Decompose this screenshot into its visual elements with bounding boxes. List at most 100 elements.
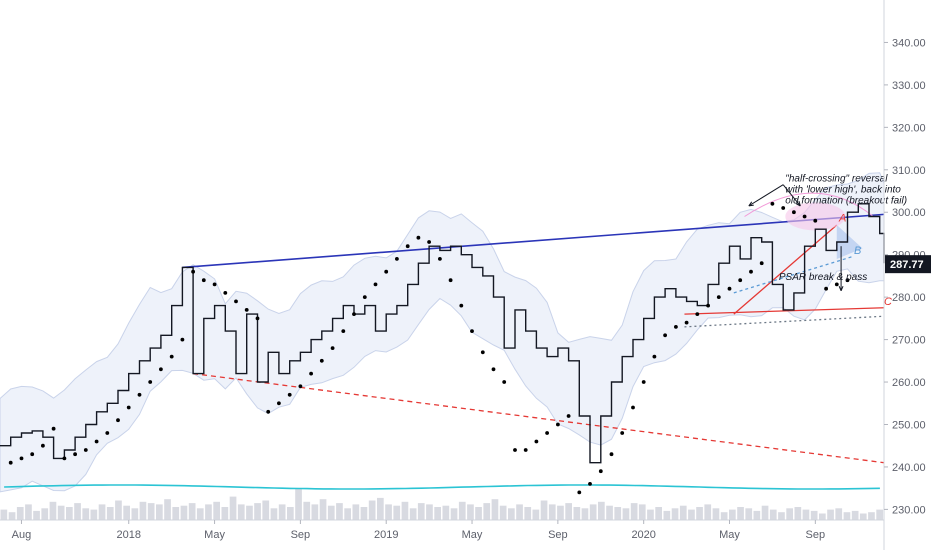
psar-dot (148, 380, 153, 384)
trendline-line-A (733, 224, 838, 315)
time-tick-label: May (204, 529, 225, 541)
psar-layer (8, 201, 850, 495)
volume-bar (66, 507, 73, 520)
psar-dot (663, 333, 667, 338)
volume-bar (327, 505, 335, 520)
psar-dot (834, 282, 839, 287)
volume-bar (499, 505, 507, 520)
volume-bar (819, 513, 826, 520)
psar-dot (824, 286, 828, 291)
price-series-layer (0, 203, 885, 464)
volume-bar (303, 501, 311, 520)
volume-bar (123, 505, 130, 520)
volume-bar (565, 503, 572, 520)
psar-dot (545, 431, 549, 435)
psar-dot (94, 439, 99, 444)
volume-bar (344, 508, 351, 520)
psar-dot (341, 329, 346, 333)
volume-bar (196, 508, 204, 520)
volume-bar (156, 504, 163, 520)
volume-bar (868, 512, 875, 520)
volume-bar (737, 507, 744, 520)
time-tick-label: 2020 (631, 529, 655, 541)
psar-dot (609, 452, 614, 457)
psar-dot (813, 218, 818, 223)
volume-bar (336, 503, 343, 520)
volume-bar (229, 496, 237, 520)
psar-dot (159, 367, 163, 372)
volume-bar (753, 510, 761, 520)
psar-dot (620, 431, 625, 435)
volume-bar (188, 503, 196, 520)
psar-dot (738, 278, 743, 283)
psar-dot (491, 367, 496, 372)
psar-dot (330, 346, 335, 350)
psar-dot (116, 418, 120, 423)
psar-dot (716, 295, 721, 299)
volume-bar (287, 507, 294, 520)
volume-bar (581, 508, 589, 520)
volume-bar (352, 504, 360, 520)
volume-bar (704, 504, 712, 520)
volume-bar (393, 505, 401, 520)
annotation-0-line-1: with 'lower high', back into (785, 184, 901, 195)
price-tick-label: 240.00 (892, 462, 926, 474)
psar-dot (631, 405, 635, 410)
trendline-line-C (684, 307, 885, 315)
volume-bar (25, 504, 32, 520)
volume-bar (115, 500, 122, 520)
volume-bar (16, 507, 24, 520)
volume-bar (630, 503, 638, 520)
volume-bar (859, 513, 867, 520)
volume-bar (589, 504, 597, 520)
psar-dot (30, 452, 35, 457)
volume-bar (851, 510, 859, 520)
psar-dot (695, 312, 700, 316)
psar-dot (126, 405, 131, 410)
volume-bar (106, 507, 114, 520)
psar-dot (523, 448, 528, 452)
psar-dot (502, 380, 507, 384)
price-tick-label: 310.00 (892, 165, 926, 177)
volume-bar (180, 505, 188, 520)
reversal-highlight-arc (744, 192, 874, 217)
volume-bar (360, 507, 368, 520)
volume-bar (458, 501, 466, 520)
psar-dot (223, 291, 228, 295)
volume-bar (835, 508, 843, 520)
volume-bar (98, 504, 106, 520)
volume-bar (622, 508, 630, 520)
volume-bar (876, 509, 883, 520)
volume-bar (90, 509, 98, 520)
volume-bar (33, 510, 40, 520)
volume-bar (49, 501, 57, 520)
psar-dot (62, 456, 67, 461)
psar-dot (395, 257, 399, 261)
volume-bar (164, 499, 171, 520)
price-tick-label: 320.00 (892, 122, 926, 134)
psar-dot (674, 325, 678, 329)
psar-dot (459, 303, 464, 308)
volume-bar (246, 505, 253, 520)
annotation-arrow-2 (782, 184, 801, 207)
psar-dot (287, 392, 292, 397)
psar-dot (480, 350, 485, 355)
psar-dot (373, 282, 378, 287)
trendline-label-b: B (854, 245, 861, 257)
psar-dot (427, 240, 431, 244)
volume-bar (295, 488, 302, 520)
psar-dot (137, 392, 142, 397)
volume-bar (237, 504, 245, 520)
volume-bar (475, 507, 482, 520)
volume-bar (638, 504, 646, 520)
psar-dot (534, 439, 539, 444)
volume-bar (426, 504, 433, 520)
volume-bar (74, 503, 81, 520)
psar-dot (781, 206, 786, 210)
volume-bar (729, 509, 736, 520)
price-tick-label: 250.00 (892, 419, 926, 431)
time-tick-label: Aug (12, 529, 32, 541)
